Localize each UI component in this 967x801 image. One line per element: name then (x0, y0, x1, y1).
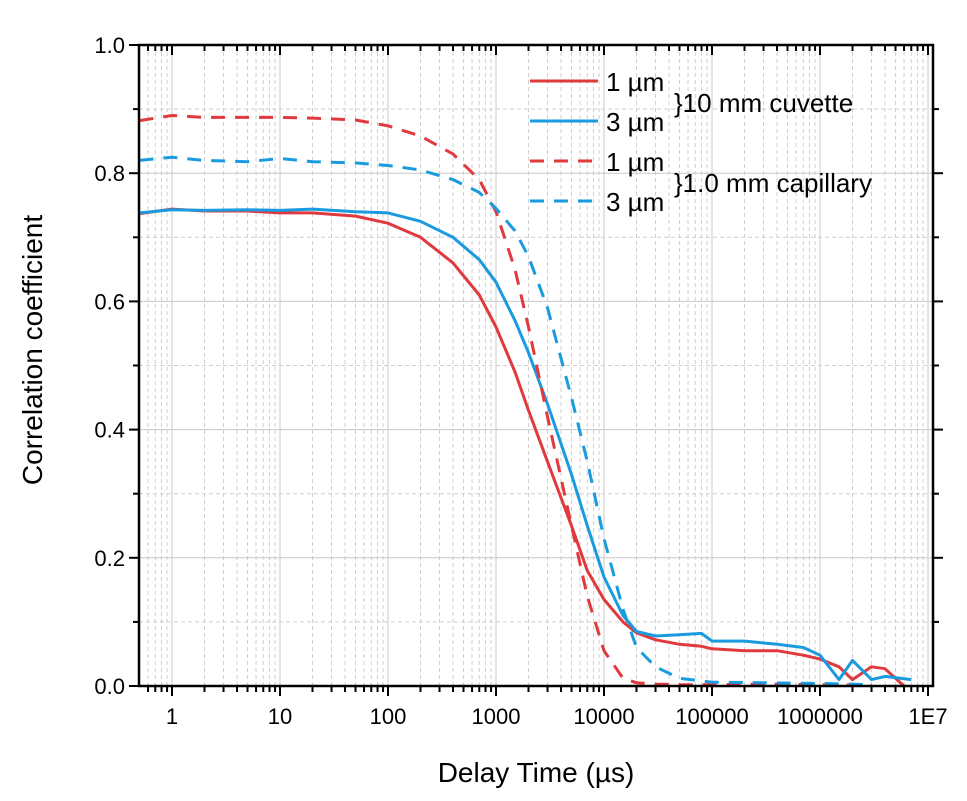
x-axis-title: Delay Time (µs) (438, 757, 635, 788)
y-tick-label: 0.8 (94, 161, 125, 186)
x-tick-label: 1000 (472, 704, 521, 729)
y-axis-title: Correlation coefficient (17, 215, 48, 486)
grid (139, 45, 933, 686)
y-tick-label: 1.0 (94, 33, 125, 58)
x-tick-label: 1000000 (777, 704, 863, 729)
series-line-1 (139, 207, 906, 688)
y-tick-label: 0.4 (94, 418, 125, 443)
ticks (129, 44, 943, 696)
y-tick-label: 0.2 (94, 546, 125, 571)
x-tick-label: 1E7 (908, 704, 947, 729)
legend-label: 3 µm (606, 107, 664, 137)
legend-group-label: }10 mm cuvette (674, 88, 853, 118)
tick-labels: 1 10 100 1000 10000 100000 1000000 1E7 0.0 0.2 0.4… (94, 33, 947, 729)
legend-label: 3 µm (606, 187, 664, 217)
series-line-2 (139, 207, 912, 682)
series-line-3 (139, 114, 872, 687)
legend-label: 1 µm (606, 67, 664, 97)
x-tick-label: 10000 (573, 704, 634, 729)
legend: 1 µm 3 µm 1 µm 3 µm }10 mm cuvette }1.0 mm ca… (530, 67, 872, 217)
y-tick-label: 0.6 (94, 289, 125, 314)
x-tick-label: 100 (370, 704, 407, 729)
legend-group-label: }1.0 mm capillary (674, 168, 872, 198)
series-layer (139, 114, 912, 688)
x-tick-label: 10 (268, 704, 292, 729)
y-tick-label: 0.0 (94, 674, 125, 699)
x-tick-label: 1 (166, 704, 178, 729)
x-tick-label: 100000 (675, 704, 748, 729)
legend-label: 1 µm (606, 147, 664, 177)
series-line-4 (139, 155, 872, 687)
